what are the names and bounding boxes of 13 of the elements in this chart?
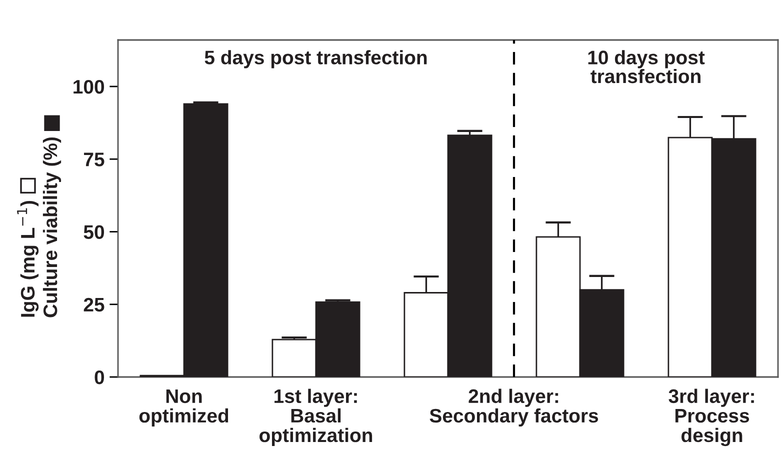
x-tick-label: 3rd layer: Process design (668, 388, 754, 446)
x-tick-label: 1st layer: Basal optimization (260, 388, 372, 446)
y-tick-label: 100 (74, 80, 104, 94)
y-tick-label: 50 (84, 225, 104, 239)
x-tick-label: Non optimized (139, 390, 228, 426)
y-tick-label: 25 (84, 298, 104, 312)
text: 2nd layer: Secondary factors (430, 388, 598, 426)
annotation: 10 days post transfection (588, 50, 705, 84)
y-tick-label: 75 (84, 152, 104, 166)
legend-label: IgG (mg L$^{−1}$) (17, 200, 39, 317)
legend-label: Culture viability (%) (42, 137, 62, 318)
annotation: 5 days post transfection (204, 50, 427, 68)
y-tick-label: 0 (94, 370, 104, 384)
